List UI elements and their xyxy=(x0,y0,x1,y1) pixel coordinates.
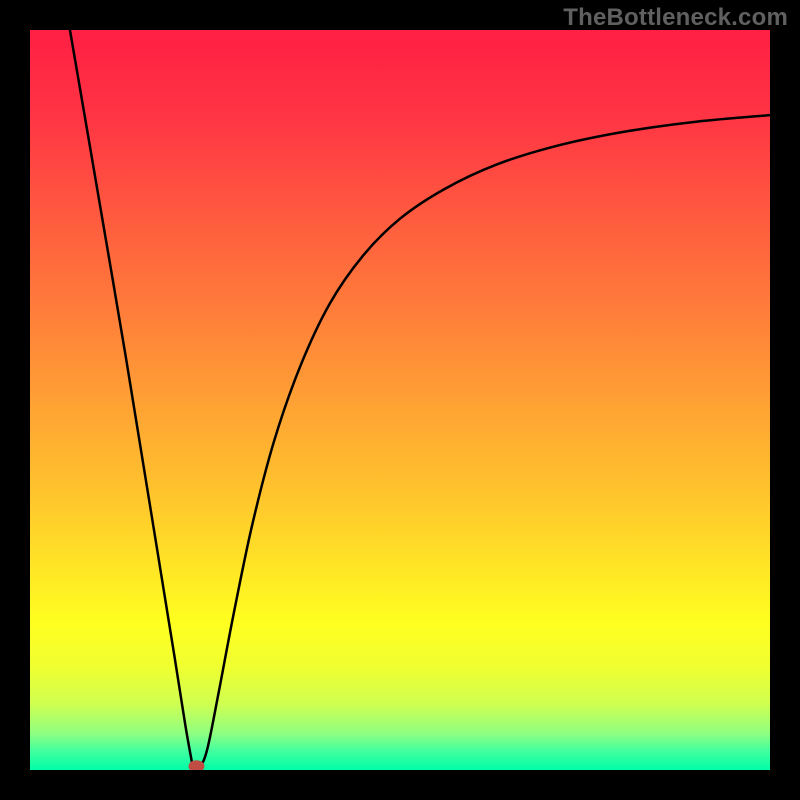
chart-background-gradient xyxy=(30,30,770,770)
bottleneck-chart xyxy=(0,0,800,800)
chart-border-left xyxy=(0,0,30,800)
chart-container: TheBottleneck.com xyxy=(0,0,800,800)
chart-border-right xyxy=(770,0,800,800)
chart-border-bottom xyxy=(0,770,800,800)
watermark: TheBottleneck.com xyxy=(563,4,788,32)
